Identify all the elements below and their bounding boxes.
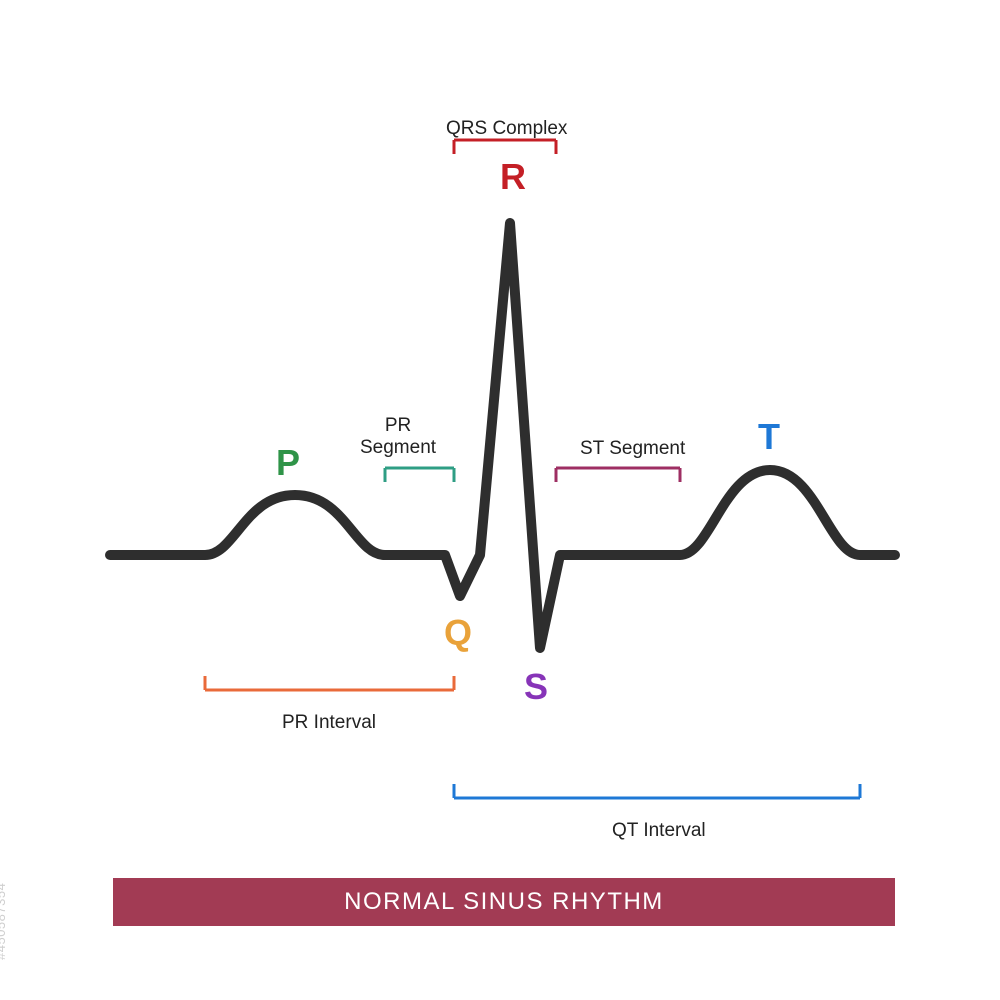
qt-interval-label: QT Interval xyxy=(612,820,706,842)
s-wave-label: S xyxy=(524,666,548,708)
q-wave-label: Q xyxy=(444,612,472,654)
title-text: NORMAL SINUS RHYTHM xyxy=(344,888,664,916)
ecg-svg xyxy=(0,0,1000,1000)
t-wave-label: T xyxy=(758,416,780,458)
pr-interval-label: PR Interval xyxy=(282,712,376,734)
qrs-complex-bracket xyxy=(454,140,556,154)
pr-segment-label: PR Segment xyxy=(360,415,436,459)
title-bar: NORMAL SINUS RHYTHM xyxy=(113,878,895,926)
ecg-diagram: P Q R S T QRS Complex PR Segment ST Segm… xyxy=(0,0,1000,1000)
p-wave-label: P xyxy=(276,442,300,484)
qrs-complex-label: QRS Complex xyxy=(446,118,567,140)
pr-segment-bracket xyxy=(385,468,454,482)
pr-interval-bracket xyxy=(205,676,454,690)
qt-interval-bracket xyxy=(454,784,860,798)
r-wave-label: R xyxy=(500,156,526,198)
watermark: #450587354 xyxy=(0,883,8,960)
st-segment-label: ST Segment xyxy=(580,438,685,460)
st-segment-bracket xyxy=(556,468,680,482)
